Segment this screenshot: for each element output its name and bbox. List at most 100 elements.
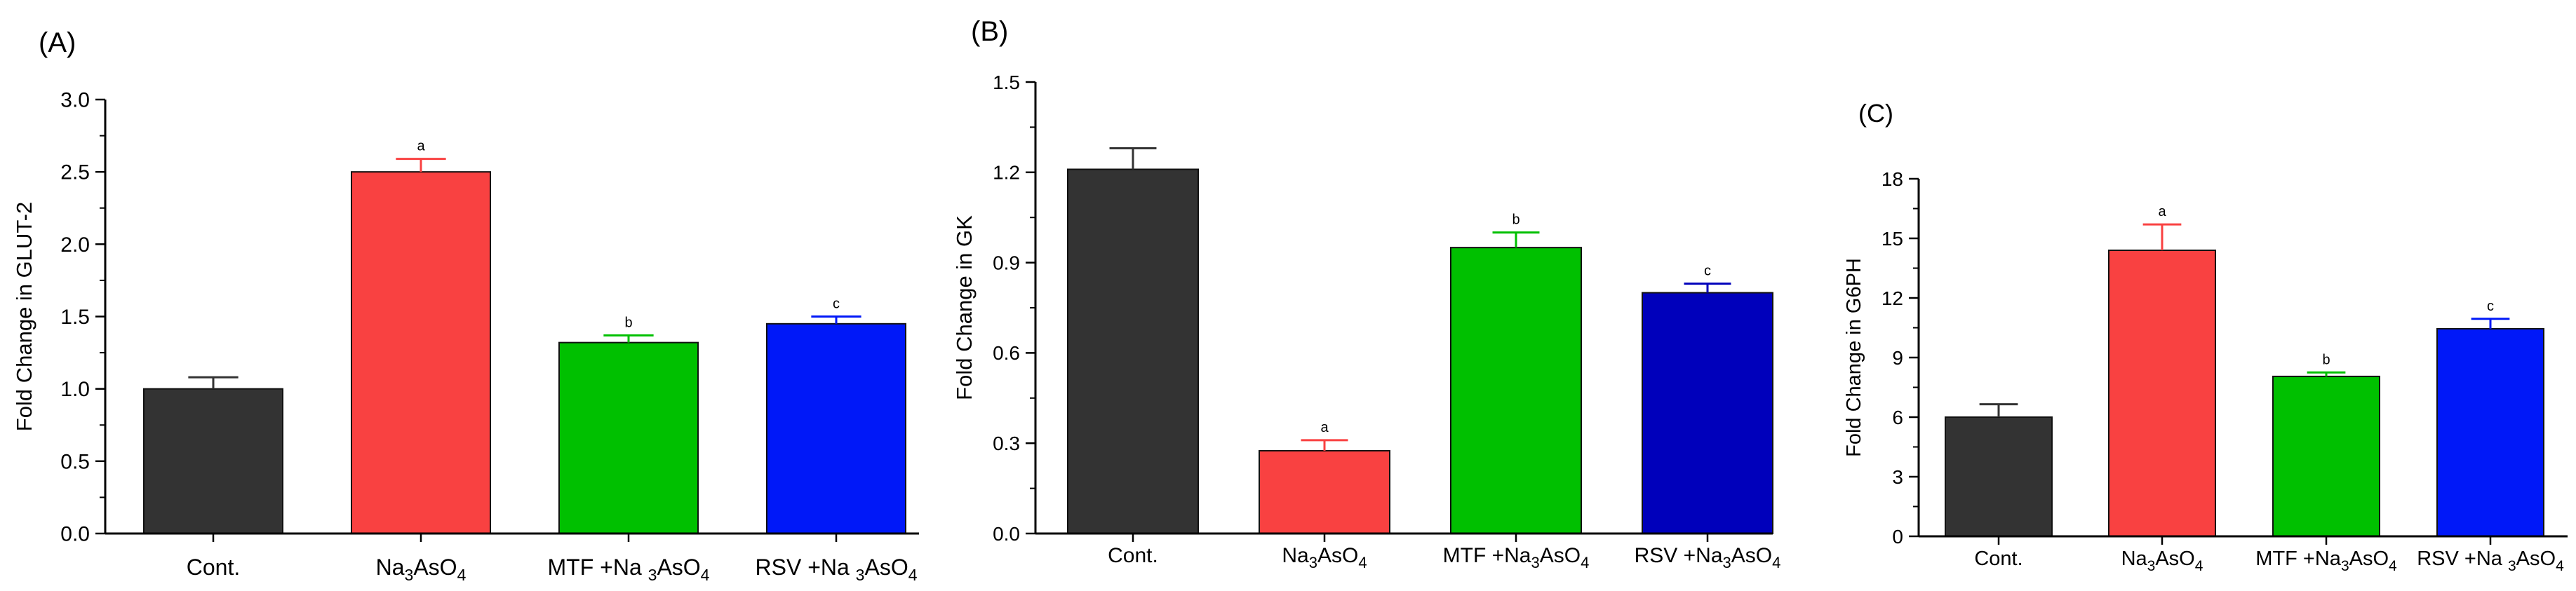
subscript: 4	[1581, 554, 1589, 571]
y-tick-label: 12	[1881, 287, 1903, 309]
subscript: 3	[1531, 554, 1540, 571]
label-part: MTF +Na	[548, 555, 648, 580]
label-part: AsO	[1540, 544, 1581, 567]
label-part: AsO	[2349, 548, 2389, 570]
y-tick-label: 0.6	[993, 342, 1020, 364]
subscript: 4	[701, 566, 710, 584]
label-part: AsO	[1317, 544, 1358, 567]
bar-3	[2272, 375, 2380, 538]
x-tick-label-4: RSV +Na 3AsO4	[2417, 548, 2564, 574]
y-tick-label: 1.2	[993, 162, 1020, 184]
label-part: MTF +Na	[1443, 544, 1531, 567]
x-tick-label-3: MTF +Na3AsO4	[1443, 544, 1590, 571]
y-tick-label: 3	[1892, 466, 1903, 488]
label-part: AsO	[1731, 544, 1772, 567]
y-tick-label: 9	[1892, 347, 1903, 369]
significance-label-3: b	[2322, 352, 2330, 367]
panel-label: (A)	[39, 27, 76, 58]
x-tick-label-1: Cont.	[1108, 544, 1158, 567]
y-tick-label: 0.9	[993, 252, 1020, 273]
subscript: 4	[1358, 554, 1367, 571]
x-tick-label-1: Cont.	[1974, 548, 2022, 570]
significance-label-2: a	[417, 139, 425, 154]
bar-3	[1450, 247, 1582, 534]
label-part: Cont.	[1108, 544, 1158, 567]
significance-label-3: b	[1512, 212, 1520, 228]
chart-panel-1: (A)Fold Change in GLUT-2Cont.aNa3AsO4bMT…	[12, 27, 919, 584]
y-tick-label: 0.3	[993, 433, 1020, 454]
panel-label: (C)	[1858, 99, 1893, 128]
subscript: 3	[856, 566, 865, 584]
x-tick-label-2: Na3AsO4	[1282, 544, 1367, 571]
label-part: AsO	[2516, 548, 2556, 570]
bar-4	[766, 322, 906, 534]
subscript: 4	[2556, 558, 2564, 574]
significance-label-2: a	[2158, 204, 2166, 219]
bar-2	[2108, 250, 2216, 537]
panel-label: (B)	[971, 16, 1008, 47]
x-tick-label-3: MTF +Na3AsO4	[2255, 548, 2397, 574]
y-tick-label: 1.5	[60, 306, 90, 329]
bar-4	[2436, 327, 2544, 537]
y-tick-label: 6	[1892, 407, 1903, 428]
y-tick-label: 2.0	[60, 233, 90, 257]
significance-label-4: c	[2487, 299, 2494, 314]
significance-label-2: a	[1320, 420, 1329, 435]
chart-panel-3: (C)Fold Change in G6PHCont.aNa3AsO4bMTF …	[1843, 99, 2568, 574]
y-tick-label: 0	[1892, 526, 1903, 548]
x-tick-label-4: RSV +Na 3AsO4	[756, 555, 918, 584]
y-tick-label: 2.5	[60, 161, 90, 184]
label-part: MTF +Na	[2255, 548, 2342, 570]
subscript: 3	[1309, 554, 1317, 571]
y-axis-title: Fold Change in GLUT-2	[12, 202, 36, 431]
subscript: 3	[2341, 558, 2349, 574]
label-part: Cont.	[187, 555, 240, 580]
subscript: 4	[1772, 554, 1780, 571]
y-axis-title: Fold Change in GK	[952, 215, 977, 400]
bar-3	[558, 341, 699, 534]
bar-1	[1945, 416, 2053, 537]
label-part: Na	[1282, 544, 1309, 567]
y-tick-label: 0.5	[60, 450, 90, 473]
y-tick-label: 0.0	[60, 523, 90, 546]
label-part: Na	[2121, 548, 2148, 570]
bar-2	[1259, 449, 1390, 535]
bar-4	[1642, 292, 1773, 534]
label-part: AsO	[413, 555, 457, 580]
label-part: AsO	[657, 555, 700, 580]
subscript: 3	[2508, 558, 2516, 574]
label-part: AsO	[2155, 548, 2194, 570]
subscript: 3	[648, 566, 657, 584]
subscript: 4	[908, 566, 918, 584]
x-tick-label-3: MTF +Na 3AsO4	[548, 555, 710, 584]
y-tick-label: 18	[1881, 168, 1903, 190]
bar-2	[351, 171, 491, 534]
label-part: Cont.	[1974, 548, 2022, 570]
x-tick-label-2: Na3AsO4	[2121, 548, 2203, 574]
label-part: RSV +Na	[2417, 548, 2508, 570]
significance-label-4: c	[833, 297, 840, 312]
x-tick-label-2: Na3AsO4	[376, 555, 467, 584]
y-tick-label: 15	[1881, 228, 1903, 250]
y-tick-label: 1.0	[60, 378, 90, 401]
subscript: 4	[2195, 558, 2203, 574]
x-tick-label-4: RSV +Na3AsO4	[1635, 544, 1781, 571]
significance-label-4: c	[1704, 264, 1711, 279]
y-tick-label: 3.0	[60, 89, 90, 112]
label-part: RSV +Na	[756, 555, 856, 580]
bar-1	[143, 388, 283, 535]
label-part: Na	[376, 555, 405, 580]
subscript: 3	[405, 566, 414, 584]
y-axis-title: Fold Change in G6PH	[1843, 258, 1865, 457]
subscript: 3	[2147, 558, 2156, 574]
y-tick-label: 1.5	[993, 72, 1020, 93]
significance-label-3: b	[624, 315, 632, 330]
label-part: AsO	[864, 555, 908, 580]
subscript: 4	[457, 566, 467, 584]
y-tick-label: 0.0	[993, 523, 1020, 545]
x-tick-label-1: Cont.	[187, 555, 240, 580]
label-part: RSV +Na	[1635, 544, 1723, 567]
subscript: 4	[2389, 558, 2397, 574]
